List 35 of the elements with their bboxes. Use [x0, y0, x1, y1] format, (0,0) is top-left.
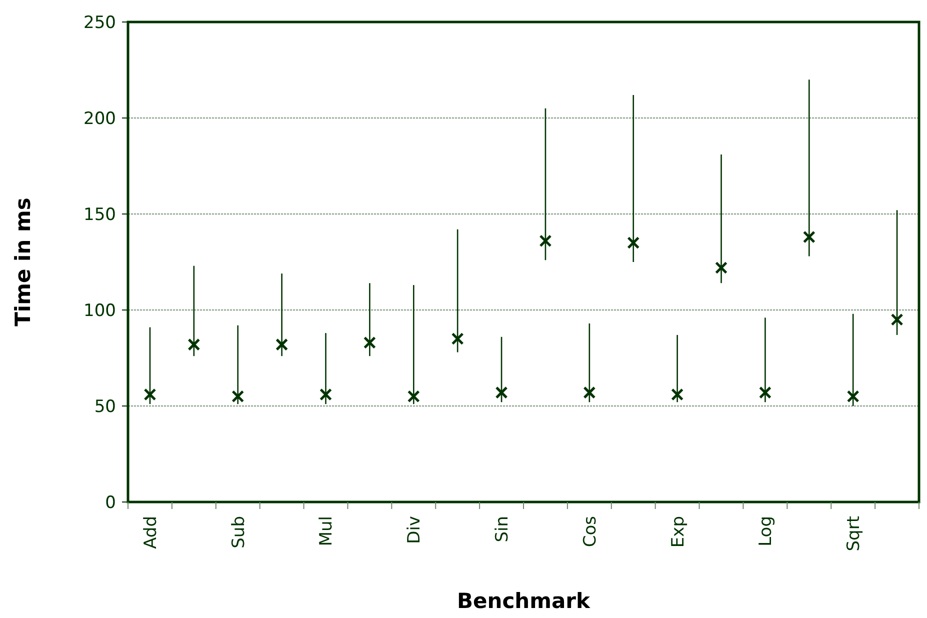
point [320, 388, 332, 401]
y-tick-label: 200 [84, 108, 116, 129]
point [363, 336, 376, 349]
point [627, 236, 640, 250]
x-tick-label: Sin [492, 516, 512, 542]
x-tick-label: Sqrt [844, 516, 864, 552]
point [890, 313, 904, 326]
point [276, 338, 288, 351]
x-tick-label: Cos [580, 516, 600, 548]
point [451, 332, 464, 346]
y-tick-label: 150 [84, 204, 116, 225]
x-tick-label: Mul [316, 516, 337, 546]
point [495, 386, 508, 399]
point [144, 388, 156, 401]
point [758, 386, 772, 399]
y-tick-label: 50 [94, 396, 116, 417]
x-tick-label: Sub [228, 516, 249, 548]
y-tick-label: 100 [84, 300, 116, 321]
y-tick-label: 250 [84, 12, 116, 33]
point [539, 234, 552, 248]
point [188, 338, 200, 351]
point [846, 390, 860, 403]
x-axis-title: Benchmark [457, 589, 592, 613]
y-tick-label: 0 [105, 492, 116, 513]
x-tick-label: Div [404, 516, 425, 544]
x-tick-label: Add [140, 516, 161, 549]
y-axis-title: Time in ms [11, 198, 35, 326]
point [407, 390, 420, 403]
x-tick-label: Log [756, 516, 776, 546]
point [802, 230, 816, 244]
point [232, 390, 244, 403]
point [715, 262, 728, 274]
point [583, 386, 596, 399]
x-tick-label: Exp [668, 516, 688, 548]
point [671, 388, 684, 401]
